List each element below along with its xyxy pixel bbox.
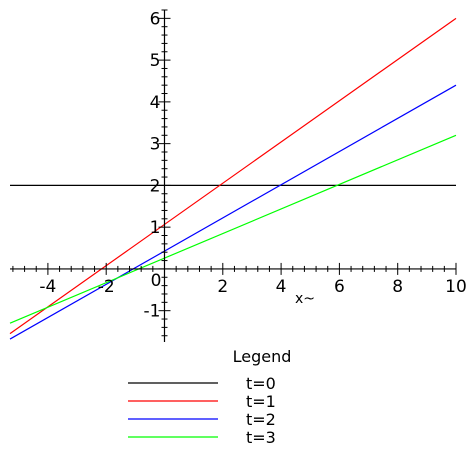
series-lines <box>9 17 457 340</box>
y-tick-label: 6 <box>150 9 161 29</box>
y-tick-label: -1 <box>144 302 161 322</box>
origin-label: 0 <box>151 271 162 291</box>
x-tick-label: 2 <box>217 277 228 297</box>
x-tick-label: -4 <box>39 277 56 297</box>
legend-title: Legend <box>233 347 292 366</box>
x-tick-label: -2 <box>98 277 115 297</box>
x-tick-label: 8 <box>392 277 403 297</box>
x-tick-label: 10 <box>445 277 467 297</box>
x-axis-title: x~ <box>295 291 315 307</box>
y-tick-label: 5 <box>150 51 161 71</box>
x-tick-label: 4 <box>276 277 287 297</box>
axes <box>10 10 456 342</box>
tick-labels: -4 -2 2 4 6 8 10 -1 1 2 3 4 5 6 <box>39 9 466 321</box>
series-line-t-1 <box>9 17 457 335</box>
legend-entry-label: t=3 <box>246 428 276 447</box>
legend: Legend t=0t=1t=2t=3 <box>128 347 291 447</box>
legend-entry-label: t=1 <box>246 392 276 411</box>
ticks <box>12 9 457 337</box>
x-tick-label: 6 <box>334 277 345 297</box>
legend-entry-label: t=0 <box>246 374 276 393</box>
series-line-t-3 <box>9 134 457 324</box>
legend-entry-label: t=2 <box>246 410 276 429</box>
y-tick-label: 3 <box>150 135 161 155</box>
y-tick-label: 4 <box>150 93 161 113</box>
series-line-t-2 <box>9 84 457 340</box>
y-tick-label: 2 <box>150 176 161 196</box>
y-tick-label: 1 <box>150 218 161 238</box>
